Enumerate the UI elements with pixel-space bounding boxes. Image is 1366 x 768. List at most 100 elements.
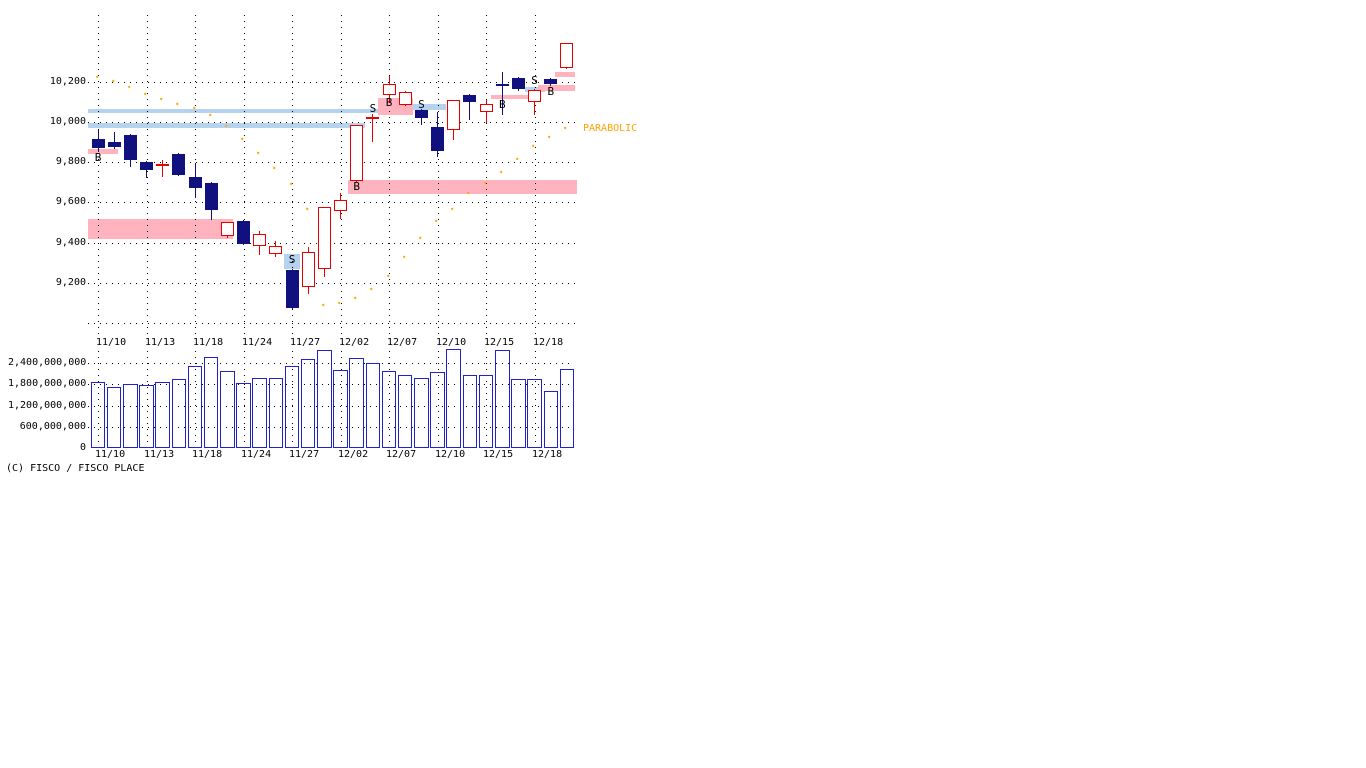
volume-bar	[187, 366, 203, 448]
volume-bar	[90, 381, 106, 448]
volume-gridline	[88, 363, 573, 364]
price-axis-label: 10,200	[49, 76, 86, 87]
date-gridline	[438, 15, 439, 335]
parabolic-series-label: PARABOLIC	[583, 123, 638, 134]
volume-axis-label: 2,400,000,000	[8, 357, 87, 368]
date-label: 11/18	[192, 449, 223, 460]
date-gridline	[244, 15, 245, 335]
parabolic-sar-dot	[175, 102, 180, 106]
buy-signal-marker: B	[385, 95, 393, 109]
parabolic-sar-dot	[208, 113, 212, 118]
candle-body-bullish	[382, 83, 396, 95]
parabolic-sar-dot	[159, 97, 164, 101]
volume-bar	[203, 357, 219, 448]
parabolic-sar-dot	[402, 255, 406, 259]
date-gridline-volume	[486, 351, 487, 448]
price-axis-label: 9,800	[55, 156, 86, 167]
candle-wick	[372, 113, 374, 142]
date-label: 12/07	[387, 337, 418, 348]
candle-body-bullish	[479, 103, 493, 112]
volume-axis-label: 0	[79, 442, 86, 453]
volume-bar	[527, 378, 542, 448]
candle-body-bearish	[172, 154, 186, 176]
volume-gridline	[88, 384, 573, 385]
signal-zone-pink	[348, 180, 577, 194]
candle-wick	[534, 88, 536, 115]
price-gridline	[88, 323, 577, 324]
candle-body-bullish	[350, 124, 364, 182]
date-gridline	[292, 15, 293, 335]
volume-bar	[446, 349, 461, 448]
candle-body-bearish	[188, 177, 202, 189]
volume-bar	[317, 349, 332, 448]
date-gridline	[389, 15, 390, 335]
volume-bar	[414, 378, 429, 448]
date-gridline	[535, 15, 536, 335]
date-gridline-volume	[195, 351, 196, 448]
date-label: 11/27	[290, 337, 321, 348]
signal-zone-blue	[410, 103, 446, 110]
date-label: 12/10	[435, 449, 466, 460]
candle-body-bullish	[269, 245, 283, 254]
signal-zone-pink	[491, 94, 538, 99]
candle-wick	[469, 93, 471, 120]
date-gridline	[147, 15, 148, 335]
date-label: 11/24	[242, 337, 273, 348]
date-label: 12/15	[484, 337, 515, 348]
price-gridline	[88, 243, 577, 244]
parabolic-sar-dot	[563, 126, 568, 131]
date-gridline-volume	[244, 351, 245, 448]
parabolic-sar-dot	[450, 207, 455, 211]
buy-signal-marker: B	[94, 150, 102, 164]
parabolic-sar-dot	[256, 151, 261, 155]
candle-body-bearish	[204, 183, 218, 211]
date-label: 11/13	[145, 337, 176, 348]
volume-bar	[333, 370, 348, 448]
sell-signal-marker: S	[418, 97, 425, 111]
volume-axis-label: 600,000,000	[19, 421, 86, 432]
candle-body-bearish	[285, 269, 299, 309]
parabolic-sar-dot	[499, 170, 503, 175]
volume-bar	[171, 378, 187, 448]
buy-signal-marker: B	[353, 180, 361, 193]
volume-bar	[478, 374, 494, 448]
date-label: 12/07	[386, 449, 417, 460]
candle-body-bearish	[414, 109, 428, 118]
parabolic-sar-dot	[547, 135, 552, 140]
price-gridline	[88, 122, 577, 123]
candle-body-bearish	[463, 94, 477, 102]
candle-body-bullish	[220, 221, 234, 236]
volume-bar	[300, 359, 316, 448]
volume-bar	[268, 378, 284, 448]
volume-gridline	[88, 406, 573, 407]
candle-body-bullish	[334, 200, 348, 212]
date-gridline	[486, 15, 487, 335]
date-gridline	[341, 15, 342, 335]
date-label: 11/10	[96, 337, 127, 348]
volume-bar	[252, 378, 267, 448]
volume-bar	[559, 369, 575, 448]
date-label: 11/18	[193, 337, 224, 348]
candle-doji	[366, 116, 380, 119]
date-label: 12/18	[532, 449, 563, 460]
candle-body-bearish	[495, 83, 509, 86]
volume-bar	[397, 375, 413, 448]
volume-bar	[106, 386, 122, 448]
volume-bar	[462, 375, 478, 448]
volume-bar	[430, 371, 445, 448]
parabolic-sar-dot	[466, 191, 471, 196]
candle-body-bearish	[511, 78, 525, 89]
volume-bar	[349, 357, 364, 448]
volume-bar	[236, 382, 251, 448]
price-axis-label: 9,400	[55, 237, 86, 248]
date-gridline-volume	[438, 351, 439, 448]
date-label: 12/02	[338, 449, 369, 460]
candle-body-bullish	[560, 43, 574, 69]
date-label: 11/13	[144, 449, 175, 460]
volume-bar	[139, 384, 154, 448]
volume-axis-label: 1,200,000,000	[8, 400, 87, 411]
signal-zone-pink	[88, 219, 233, 239]
candle-wick	[162, 160, 164, 178]
